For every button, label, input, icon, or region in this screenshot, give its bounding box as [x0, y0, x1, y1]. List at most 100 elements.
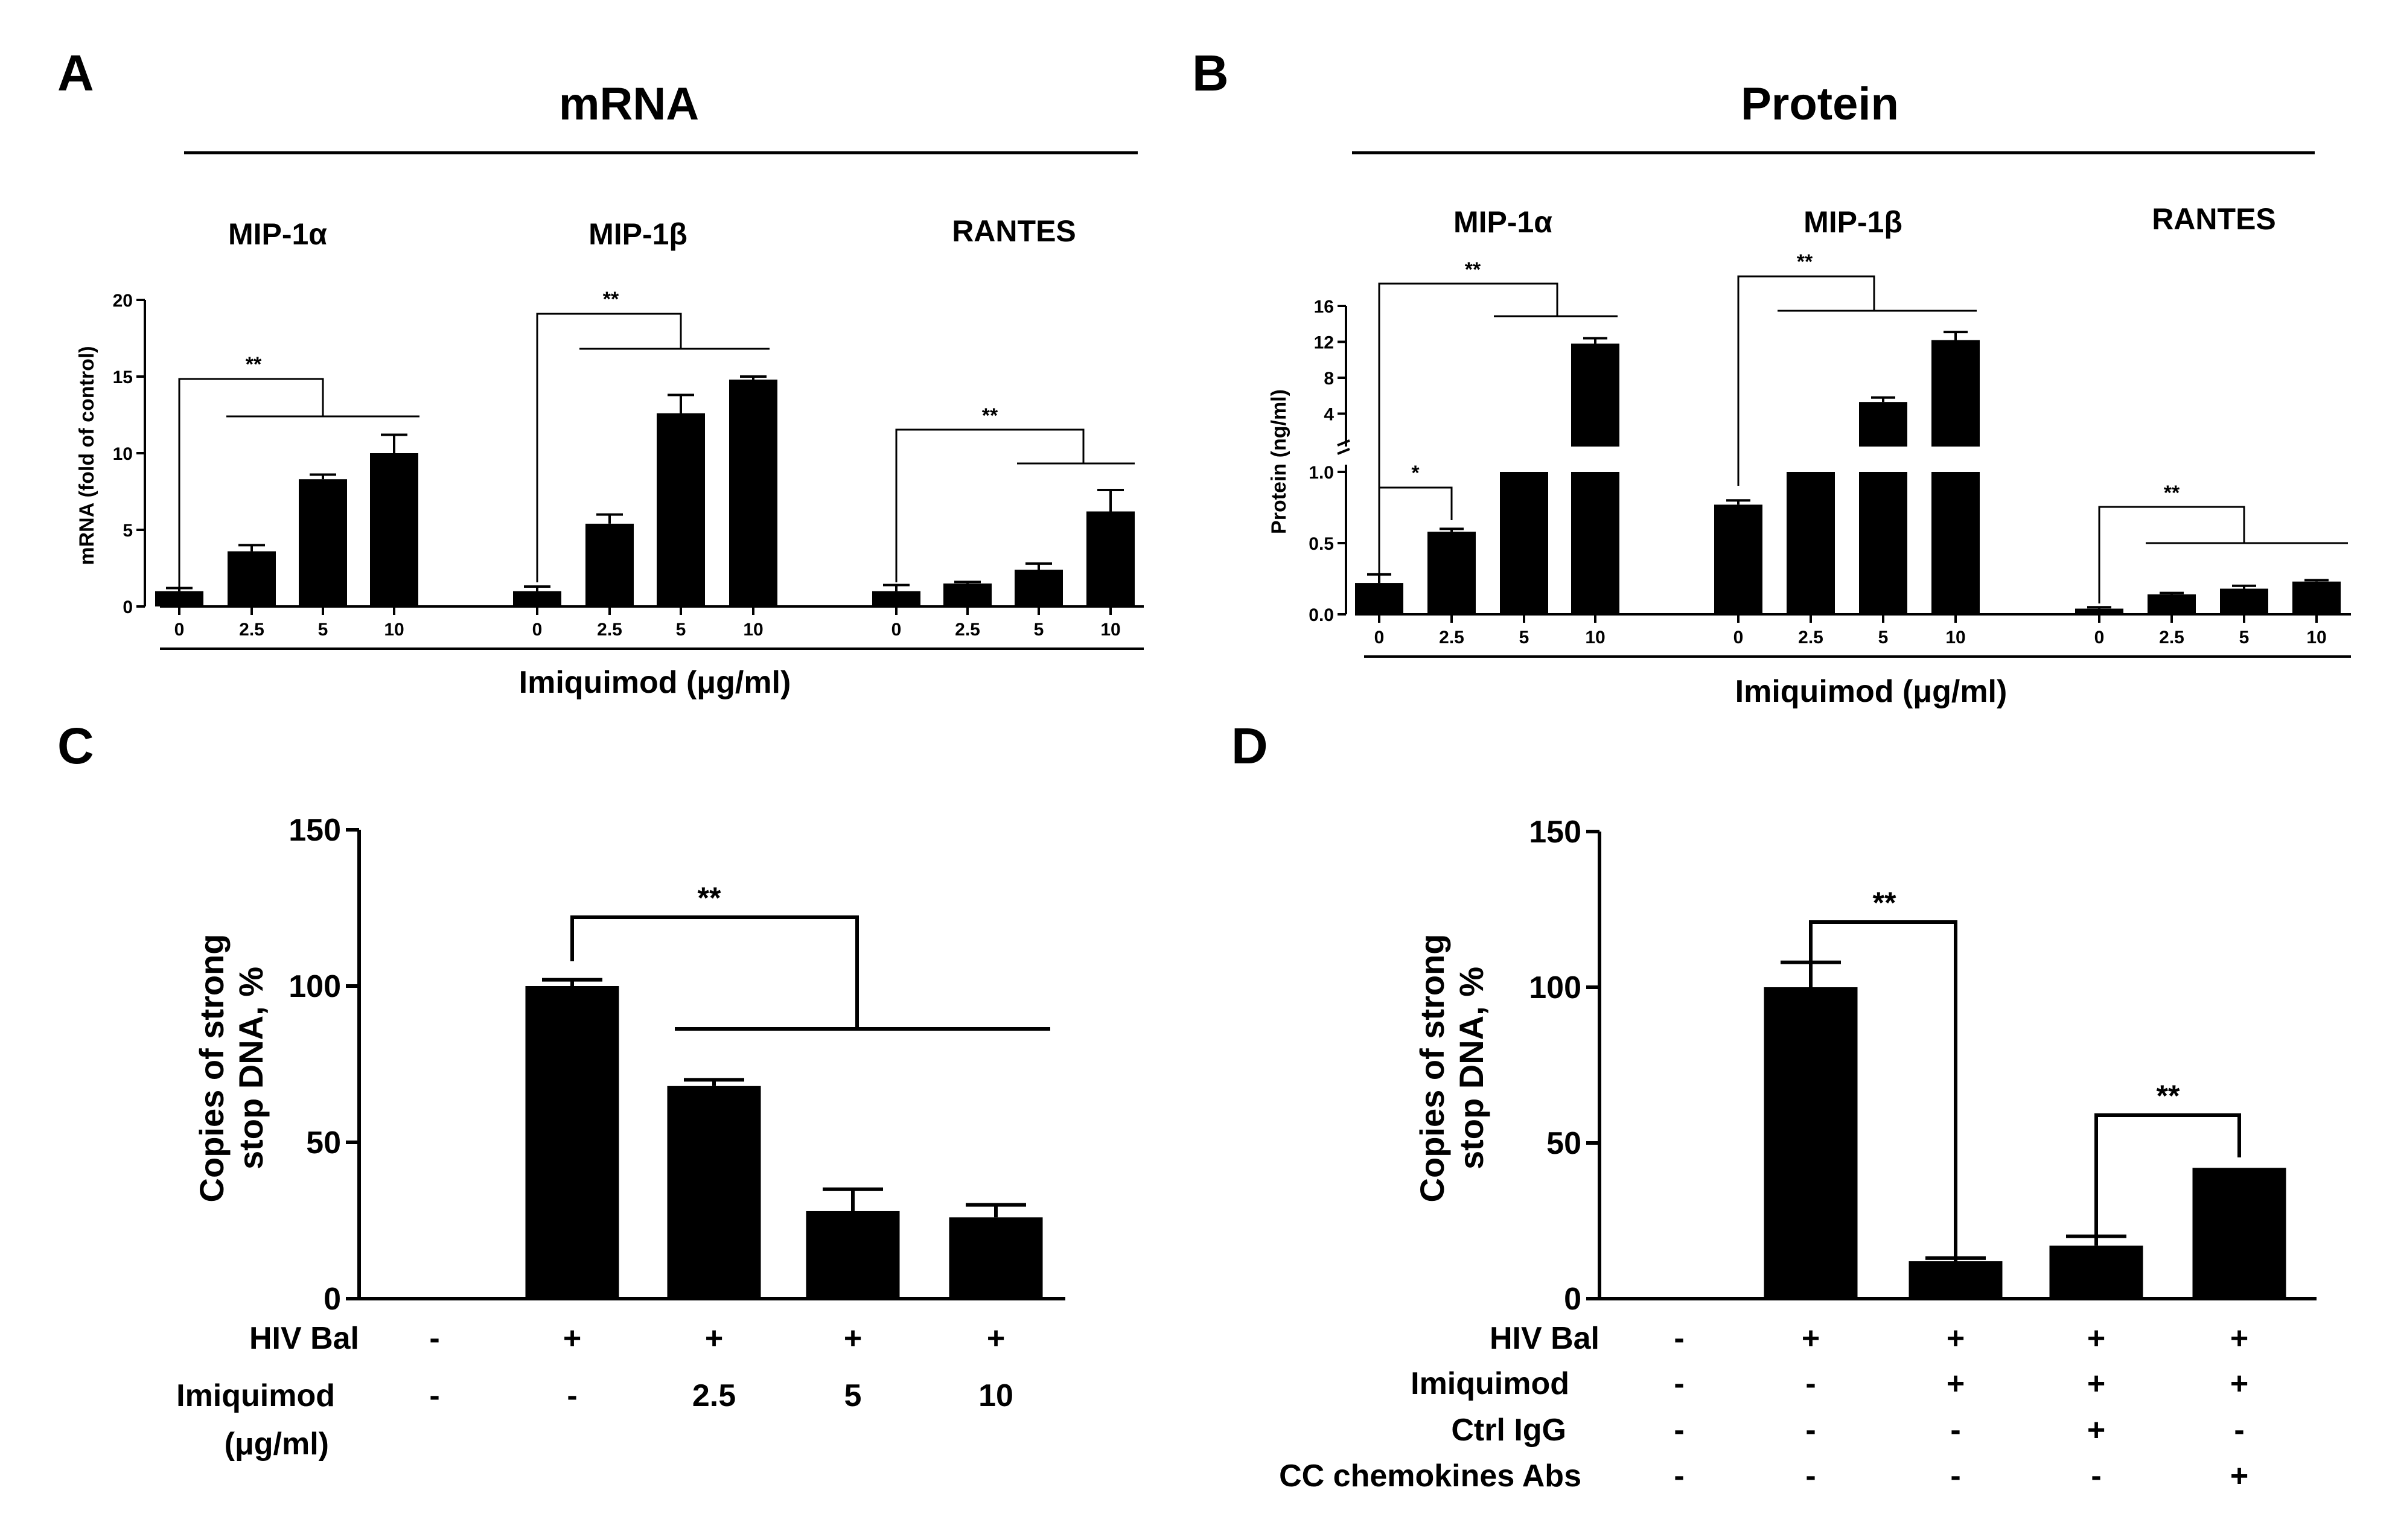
panel-c-ytick-label-0: 0 — [324, 1282, 341, 1317]
panel-b-ytick-lower-label-2: 1.0 — [1309, 463, 1334, 483]
panel-c-bar-4 — [949, 1217, 1043, 1299]
panel-a-xtick-label-0-2: 5 — [318, 620, 328, 640]
panel-c-imiq-2: 2.5 — [692, 1378, 736, 1413]
panel-b-chart: Protein MIP-1α MIP-1β RANTES Protein (ng… — [1268, 78, 2351, 709]
panel-c-row-label-units: (μg/ml) — [225, 1427, 329, 1462]
panel-b-sig-0-label: * — [1411, 462, 1420, 485]
panel-a-sig-2-label: ** — [982, 404, 998, 427]
panel-b-bar-0-3-upper — [1571, 343, 1619, 447]
panel-b-ytick-upper-label-3: 16 — [1314, 297, 1334, 317]
panel-b-xtick-label-1-0: 0 — [1733, 628, 1744, 648]
panel-a-group-mip1b: MIP-1β — [588, 217, 687, 251]
panel-c-bar-1 — [525, 986, 619, 1299]
panel-a-xtick-label-1-0: 0 — [532, 620, 543, 640]
panel-c-bar-3 — [806, 1211, 900, 1299]
panel-a-bar-2-2 — [1015, 570, 1063, 606]
panel-d-row-3-0: - — [1674, 1459, 1684, 1494]
panel-b-xtick-label-1-1: 2.5 — [1798, 628, 1823, 648]
panel-b-xtick-label-2-0: 0 — [2094, 628, 2105, 648]
panel-a-bar-0-3 — [370, 453, 418, 606]
panel-a-bar-1-1 — [585, 523, 634, 606]
panel-d-row-0-4: + — [2230, 1321, 2248, 1356]
panel-c-row-label-hiv: HIV Bal — [249, 1321, 359, 1356]
panel-a-ytick-label-0: 0 — [123, 597, 133, 617]
panel-a-chart: mRNA MIP-1α MIP-1β RANTES mRNA (fold of … — [75, 78, 1144, 700]
panel-label-b: B — [1192, 45, 1229, 101]
panel-d-row-3-4: + — [2230, 1459, 2248, 1494]
panel-a-title: mRNA — [559, 78, 699, 130]
panel-a-sig-0-bracket — [178, 378, 324, 588]
panel-d-sig-1-bracket — [2094, 1113, 2241, 1240]
panel-c-imiq-1: - — [567, 1378, 577, 1413]
panel-d-y-axis-label-line2: stop DNA, % — [1452, 967, 1490, 1169]
panel-d-row-label-cc-abs: CC chemokines Abs — [1279, 1459, 1581, 1494]
panel-b-ytick-upper-label-2: 12 — [1314, 333, 1334, 353]
panel-d-row-label-imiquimod: Imiquimod — [1411, 1366, 1569, 1401]
panel-b-sig-1-bracket — [1378, 282, 1558, 579]
panel-a-bar-1-2 — [657, 413, 705, 606]
panel-c-row-label-imiquimod: Imiquimod — [176, 1378, 335, 1413]
panel-b-sig-2-label: ** — [1797, 250, 1813, 273]
panel-b-xtick-label-0-1: 2.5 — [1439, 628, 1464, 648]
panel-d-row-2-4: - — [2234, 1413, 2244, 1448]
panel-b-xtick-label-2-1: 2.5 — [2159, 628, 2184, 648]
panel-c-hiv-0: - — [429, 1321, 439, 1356]
panel-a-bar-0-1 — [228, 551, 276, 606]
panel-b-axis-break-2 — [1337, 448, 1350, 455]
panel-d-row-2-2: - — [1950, 1413, 1960, 1448]
panel-b-ytick-upper-label-0: 4 — [1324, 405, 1334, 425]
panel-b-y-axis-label: Protein (ng/ml) — [1268, 389, 1290, 534]
panel-b-axis-break-1 — [1337, 439, 1350, 447]
panel-b-ytick-lower-label-0: 0.0 — [1309, 605, 1334, 625]
panel-b-bar-1-0 — [1714, 504, 1762, 614]
panel-d-row-2-0: - — [1674, 1413, 1684, 1448]
panel-d-row-0-3: + — [2087, 1321, 2105, 1356]
panel-a-xtick-label-2-2: 5 — [1034, 620, 1044, 640]
panel-d-row-0-1: + — [1802, 1321, 1820, 1356]
panel-b-bar-0-2 — [1500, 472, 1548, 614]
panel-d-row-label-hiv: HIV Bal — [1490, 1321, 1599, 1356]
panel-d-row-1-2: + — [1947, 1366, 1965, 1401]
panel-b-ytick-lower-label-1: 0.5 — [1309, 534, 1334, 554]
panel-c-hiv-3: + — [844, 1321, 862, 1356]
panel-label-c: C — [57, 718, 94, 774]
panel-c-hiv-2: + — [705, 1321, 723, 1356]
panel-c-imiq-3: 5 — [844, 1378, 862, 1413]
panel-b-bar-1-2-lower — [1859, 472, 1907, 614]
panel-b-bar-2-1 — [2148, 594, 2196, 614]
panel-d-sig-0-bracket — [1809, 920, 1957, 1272]
panel-d-row-2-1: - — [1805, 1413, 1816, 1448]
panel-a-group-mip1a: MIP-1α — [228, 217, 327, 251]
panel-b-xtick-label-2-2: 5 — [2239, 628, 2250, 648]
panel-c-sig-bracket — [570, 915, 859, 1029]
panel-c-imiq-0: - — [429, 1378, 439, 1413]
panel-label-d: D — [1231, 718, 1268, 774]
panel-b-bar-1-3-lower — [1931, 472, 1980, 614]
panel-a-sig-1-label: ** — [603, 288, 619, 311]
panel-b-bar-0-3-lower — [1571, 472, 1619, 614]
panel-d-y-axis-label-line1: Copies of strong — [1413, 934, 1451, 1203]
panel-c-ytick-label-2: 100 — [289, 969, 341, 1004]
panel-a-bar-2-0 — [872, 591, 920, 606]
panel-b-bar-1-3-upper — [1931, 340, 1980, 447]
panel-d-row-3-2: - — [1950, 1459, 1960, 1494]
panel-c-imiq-4: 10 — [978, 1378, 1013, 1413]
panel-d-row-2-3: + — [2087, 1413, 2105, 1448]
panel-a-sig-2-bracket — [895, 428, 1085, 582]
panel-a-xtick-label-2-3: 10 — [1100, 620, 1120, 640]
panel-a-xtick-label-0-3: 10 — [384, 620, 404, 640]
panel-b-sig-1-label: ** — [1465, 258, 1481, 281]
panel-b-sig-3-label: ** — [2164, 482, 2180, 504]
panel-d-chart: Copies of strong stop DNA, % HIV Bal Imi… — [1279, 815, 2317, 1494]
panel-a-xtick-label-0-1: 2.5 — [239, 620, 264, 640]
panel-b-group-rantes: RANTES — [2152, 202, 2276, 236]
panel-d-sig-0-label: ** — [1873, 886, 1896, 920]
panel-a-y-axis-label: mRNA (fold of control) — [75, 346, 98, 565]
panel-a-xtick-label-1-3: 10 — [743, 620, 763, 640]
panel-d-row-3-1: - — [1805, 1459, 1816, 1494]
panel-d-ytick-label-0: 0 — [1564, 1282, 1581, 1317]
panel-b-ytick-upper-label-1: 8 — [1324, 369, 1334, 389]
panel-d-bar-1 — [1764, 987, 1858, 1299]
panel-a-xtick-label-1-2: 5 — [676, 620, 686, 640]
